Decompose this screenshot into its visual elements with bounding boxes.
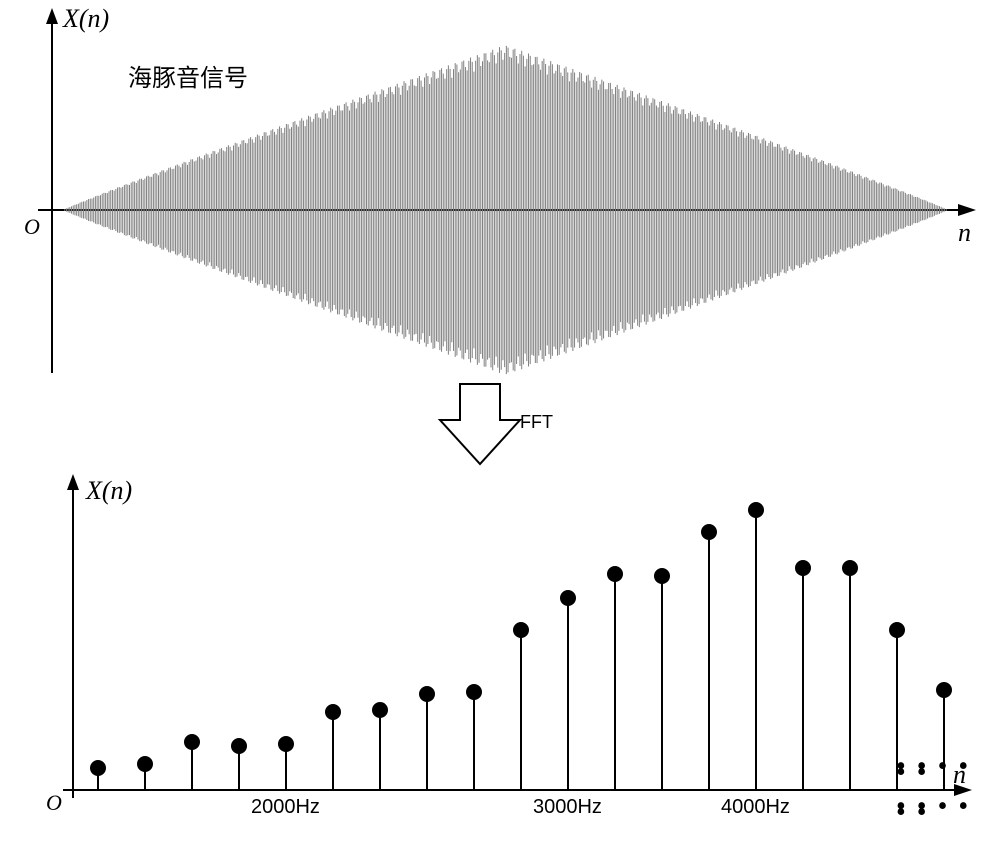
origin-label-top: O bbox=[24, 214, 40, 240]
x-axis-label-top: n bbox=[958, 218, 971, 248]
x-tick-label: 3000Hz bbox=[533, 796, 602, 819]
trailing-dots-2: • • • • • • bbox=[896, 804, 978, 816]
signal-title: 海豚音信号 bbox=[128, 58, 248, 93]
x-tick-label: 4000Hz bbox=[721, 796, 790, 819]
y-axis-label-bottom: X(n) bbox=[86, 476, 132, 506]
trailing-dots-1: • • • • • • bbox=[896, 764, 978, 776]
figure-container: X(n) n O 海豚音信号 FFT X(n) n O 2000Hz 3000Hz… bbox=[0, 0, 1000, 858]
origin-label-bottom: O bbox=[46, 790, 62, 816]
fft-label: FFT bbox=[520, 412, 553, 433]
frequency-domain-svg bbox=[18, 470, 978, 830]
x-tick-label: 2000Hz bbox=[251, 796, 320, 819]
frequency-domain-panel: X(n) n O 2000Hz3000Hz4000Hz • • • • • • … bbox=[18, 470, 978, 830]
time-domain-panel: X(n) n O 海豚音信号 bbox=[18, 8, 978, 378]
y-axis-label-top: X(n) bbox=[63, 4, 109, 34]
